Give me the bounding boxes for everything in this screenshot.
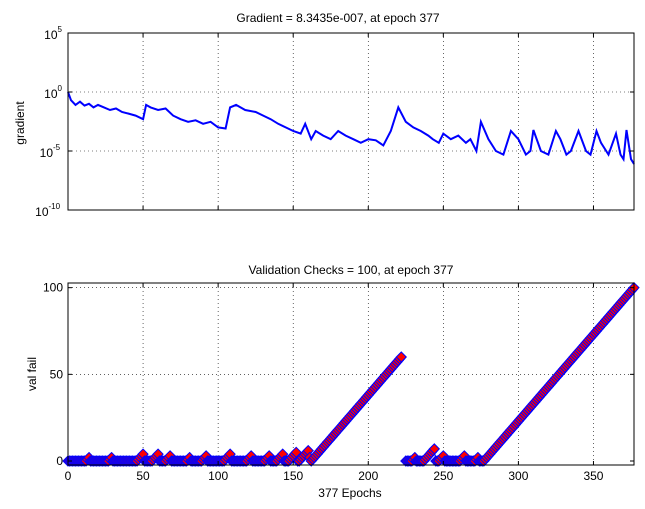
gradient-y-tick-exponent: 0 xyxy=(58,84,63,93)
gradient-axes-box xyxy=(67,32,635,211)
validation-point xyxy=(428,443,441,455)
validation-x-tick-label: 200 xyxy=(358,469,378,483)
gradient-x-ticks xyxy=(67,33,594,210)
validation-x-tick-label: 350 xyxy=(583,469,603,483)
validation-y-axis-label: val fail xyxy=(25,357,39,391)
validation-x-tick-label: 100 xyxy=(208,469,228,483)
validation-point xyxy=(395,351,408,363)
gradient-y-tick-label: 10 xyxy=(44,87,58,101)
validation-markers xyxy=(62,281,640,467)
validation-grid xyxy=(68,283,634,465)
gradient-line xyxy=(67,91,635,165)
validation-x-tick-label: 0 xyxy=(65,469,72,483)
validation-axes-box xyxy=(67,282,635,466)
validation-x-tick-label: 150 xyxy=(283,469,303,483)
validation-y-ticks: 0 50 100 xyxy=(43,281,634,468)
gradient-y-axis-label: gradient xyxy=(13,101,27,145)
gradient-subplot: Gradient = 8.3435e-007, at epoch 377 10 5… xyxy=(13,11,635,219)
gradient-y-tick-exponent: -5 xyxy=(53,143,61,152)
validation-y-tick-label: 50 xyxy=(50,367,64,381)
gradient-y-tick-label: 10 xyxy=(44,28,58,42)
validation-x-tick-label: 50 xyxy=(136,469,150,483)
gradient-y-tick-exponent: 5 xyxy=(58,25,63,34)
gradient-series-line xyxy=(67,91,635,165)
gradient-y-tick-label: 10 xyxy=(35,205,49,219)
validation-plot-title: Validation Checks = 100, at epoch 377 xyxy=(249,263,454,277)
validation-y-tick-label: 100 xyxy=(43,281,63,295)
validation-x-axis-label: 377 Epochs xyxy=(318,486,381,500)
validation-y-tick-label: 0 xyxy=(56,454,63,468)
gradient-y-tick-label: 10 xyxy=(40,146,54,160)
validation-subplot: Validation Checks = 100, at epoch 377 0 5… xyxy=(25,263,640,500)
gradient-plot-title: Gradient = 8.3435e-007, at epoch 377 xyxy=(236,11,439,25)
validation-x-tick-label: 250 xyxy=(433,469,453,483)
gradient-y-tick-exponent: -10 xyxy=(49,202,61,211)
validation-x-tick-label: 300 xyxy=(508,469,528,483)
validation-x-ticks: 0 50 100 150 200 250 300 350 xyxy=(65,283,604,483)
gradient-grid xyxy=(68,33,634,210)
